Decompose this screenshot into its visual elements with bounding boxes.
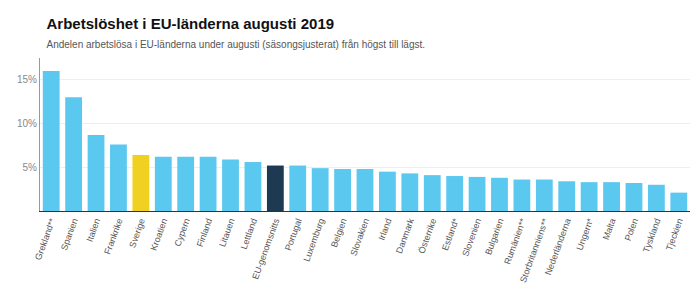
svg-text:Finland: Finland xyxy=(195,217,214,248)
svg-text:Grekland**: Grekland** xyxy=(33,217,57,262)
svg-text:EU-genomsnitts: EU-genomsnitts xyxy=(250,217,281,281)
svg-text:Estland*: Estland* xyxy=(440,217,461,252)
svg-text:Polen: Polen xyxy=(623,217,640,242)
svg-text:Kroatien: Kroatien xyxy=(149,217,170,252)
svg-text:Tjeckien: Tjeckien xyxy=(664,217,685,252)
svg-text:Slovenien: Slovenien xyxy=(460,217,483,258)
svg-text:5%: 5% xyxy=(23,162,38,173)
svg-text:Arbetslöshet i EU-länderna aug: Arbetslöshet i EU-länderna augusti 2019 xyxy=(47,15,335,32)
svg-text:Malta: Malta xyxy=(601,217,618,241)
svg-text:Cypern: Cypern xyxy=(172,217,191,248)
svg-text:Ungern*: Ungern* xyxy=(575,217,596,252)
svg-text:Nederländerna: Nederländerna xyxy=(543,217,573,276)
svg-text:Storbritan­niens**: Storbritan­niens** xyxy=(518,217,551,284)
svg-text:Luxemburg: Luxemburg xyxy=(301,217,326,263)
svg-text:Andelen arbetslösa i EU-länder: Andelen arbetslösa i EU-länderna under a… xyxy=(47,39,426,50)
svg-text:Frankrike: Frankrike xyxy=(102,217,124,256)
svg-text:Belgien: Belgien xyxy=(329,217,349,249)
svg-text:Italien: Italien xyxy=(85,217,103,243)
svg-text:Spanien: Spanien xyxy=(59,217,80,251)
svg-text:Rumänien**: Rumänien** xyxy=(502,217,528,266)
svg-text:Portugal: Portugal xyxy=(283,217,304,252)
svg-text:Bulgarien: Bulgarien xyxy=(483,217,505,256)
svg-text:Lettland: Lettland xyxy=(239,217,259,251)
svg-text:Litauen: Litauen xyxy=(217,217,236,248)
svg-text:15%: 15% xyxy=(17,74,37,85)
svg-text:Irland: Irland xyxy=(376,217,393,242)
svg-text:Tyskland: Tyskland xyxy=(641,217,663,254)
svg-text:10%: 10% xyxy=(17,118,37,129)
svg-text:Slovakien: Slovakien xyxy=(348,217,371,257)
svg-text:Danmark: Danmark xyxy=(394,217,416,255)
svg-text:Sverige: Sverige xyxy=(127,217,147,249)
svg-text:Österrike: Österrike xyxy=(416,217,438,255)
